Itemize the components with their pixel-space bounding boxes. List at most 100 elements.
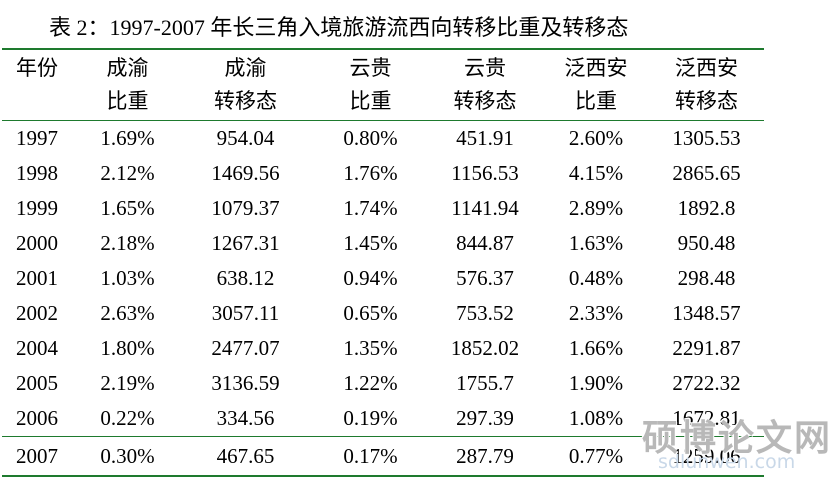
table-cell: 1.66% (568, 336, 624, 360)
table-cell: 2.63% (100, 301, 155, 325)
column-header-line: 成渝 (106, 56, 149, 80)
table-cell: 0.19% (343, 406, 398, 430)
year-cell: 1997 (16, 126, 58, 150)
table-cell: 1079.37 (211, 196, 280, 220)
table-cell: 0.22% (100, 406, 155, 430)
table-cell: 2291.87 (672, 336, 741, 360)
table-cell: 0.48% (568, 266, 624, 290)
year-cell: 2000 (16, 231, 58, 255)
table-cell: 1.35% (343, 336, 398, 360)
year-cell: 1998 (16, 161, 58, 185)
data-table: 年份 成渝 比重 成渝 转移态 云贵 比重 云贵 转移态 泛西安 比重 泛西安 转移态 1997 1.6… (2, 48, 764, 477)
year-cell: 2004 (16, 336, 58, 360)
table-cell: 2.12% (100, 161, 155, 185)
table-cell: 638.12 (216, 266, 275, 290)
table-row: 2006 0.22% 334.56 0.19% 297.39 1.08% 1672.81 (2, 401, 764, 437)
table-row: 2000 2.18% 1267.31 1.45% 844.87 1.63% 950.48 (2, 226, 764, 261)
table-cell: 0.80% (343, 126, 398, 150)
column-header-line: 云贵 (349, 56, 392, 80)
table-cell: 954.04 (216, 126, 275, 150)
table-cell: 2865.65 (672, 161, 741, 185)
table-cell: 1.45% (343, 231, 398, 255)
column-header: 年份 (2, 49, 78, 121)
column-header: 成渝 比重 (78, 49, 177, 121)
column-header: 云贵 转移态 (427, 49, 543, 121)
table-cell: 2722.32 (672, 371, 741, 395)
table-cell: 753.52 (456, 301, 514, 325)
year-cell: 2005 (16, 371, 58, 395)
column-header-line: 转移态 (214, 89, 277, 113)
column-header-line: 转移态 (453, 89, 517, 113)
table-row: 2001 1.03% 638.12 0.94% 576.37 0.48% 298.48 (2, 261, 764, 296)
column-header: 云贵 比重 (314, 49, 427, 121)
column-header: 泛西安 比重 (543, 49, 649, 121)
table-cell: 1852.02 (450, 336, 520, 360)
table-cell: 1.80% (100, 336, 155, 360)
table-cell: 1892.8 (677, 196, 736, 220)
table-cell: 0.77% (568, 444, 624, 468)
table-cell: 1469.56 (211, 161, 280, 185)
table-cell: 3057.11 (211, 301, 280, 325)
table-cell: 298.48 (677, 266, 736, 290)
year-cell: 2002 (16, 301, 58, 325)
table-cell: 297.39 (456, 406, 514, 430)
table-cell: 1755.7 (456, 371, 514, 395)
table-cell: 4.15% (568, 161, 624, 185)
table-cell: 576.37 (456, 266, 514, 290)
table-cell: 1305.53 (672, 126, 741, 150)
table-cell: 1141.94 (451, 196, 519, 220)
column-header-line (16, 85, 78, 118)
table-cell: 1.65% (100, 196, 155, 220)
table-cell: 1.69% (100, 126, 155, 150)
table-cell: 2.33% (568, 301, 624, 325)
table-cell: 950.48 (677, 231, 736, 255)
table-row: 1998 2.12% 1469.56 1.76% 1156.53 4.15% 2865.65 (2, 156, 764, 191)
column-header-line: 比重 (349, 89, 392, 113)
table-cell: 2.19% (100, 371, 155, 395)
table-cell: 1259.06 (672, 444, 741, 468)
table-cell: 1.76% (343, 161, 398, 185)
table-cell: 844.87 (456, 231, 514, 255)
column-header-line: 泛西安 (675, 56, 738, 80)
column-header-line: 年份 (16, 56, 58, 80)
table-cell: 1672.81 (672, 406, 741, 430)
table-cell: 0.30% (100, 444, 155, 468)
header-row: 年份 成渝 比重 成渝 转移态 云贵 比重 云贵 转移态 泛西安 比重 泛西安 转移态 (2, 49, 764, 121)
table-body: 1997 1.69% 954.04 0.80% 451.91 2.60% 1305.53 19… (2, 121, 764, 476)
table-row: 1997 1.69% 954.04 0.80% 451.91 2.60% 1305.53 (2, 121, 764, 157)
column-header-line: 成渝 (224, 56, 267, 80)
year-cell: 2006 (16, 406, 58, 430)
table-cell: 0.65% (343, 301, 398, 325)
column-header-line: 比重 (575, 89, 617, 113)
column-header-line: 转移态 (675, 89, 738, 113)
table-cell: 2.60% (568, 126, 624, 150)
table-cell: 334.56 (216, 406, 275, 430)
column-header: 泛西安 转移态 (649, 49, 764, 121)
table-header: 年份 成渝 比重 成渝 转移态 云贵 比重 云贵 转移态 泛西安 比重 泛西安 转移态 (2, 49, 764, 121)
table-cell: 1.63% (568, 231, 624, 255)
table-cell: 2.18% (100, 231, 155, 255)
table-cell: 1.90% (568, 371, 624, 395)
table-cell: 2.89% (568, 196, 624, 220)
year-cell: 2007 (16, 444, 58, 468)
table-cell: 1267.31 (211, 231, 280, 255)
table-cell: 1.08% (568, 406, 624, 430)
table-cell: 467.65 (216, 444, 275, 468)
table-cell: 1156.53 (451, 161, 519, 185)
column-header-line: 泛西安 (564, 56, 628, 80)
table-cell: 2477.07 (211, 336, 280, 360)
table-cell: 287.79 (456, 444, 514, 468)
column-header-line: 比重 (106, 89, 149, 113)
table-title: 表 2：1997-2007 年长三角入境旅游流西向转移比重及转移态 (49, 15, 629, 40)
table-cell: 0.17% (343, 444, 398, 468)
year-cell: 1999 (16, 196, 58, 220)
table-row: 2007 0.30% 467.65 0.17% 287.79 0.77% 1259.06 (2, 436, 764, 476)
table-row: 2004 1.80% 2477.07 1.35% 1852.02 1.66% 2291.87 (2, 331, 764, 366)
table-cell: 1.03% (100, 266, 155, 290)
column-header-line: 云贵 (464, 56, 506, 80)
table-row: 1999 1.65% 1079.37 1.74% 1141.94 2.89% 1892.8 (2, 191, 764, 226)
table-row: 2002 2.63% 3057.11 0.65% 753.52 2.33% 1348.57 (2, 296, 764, 331)
column-header: 成渝 转移态 (177, 49, 314, 121)
table-cell: 1.22% (343, 371, 398, 395)
table-cell: 1348.57 (672, 301, 741, 325)
